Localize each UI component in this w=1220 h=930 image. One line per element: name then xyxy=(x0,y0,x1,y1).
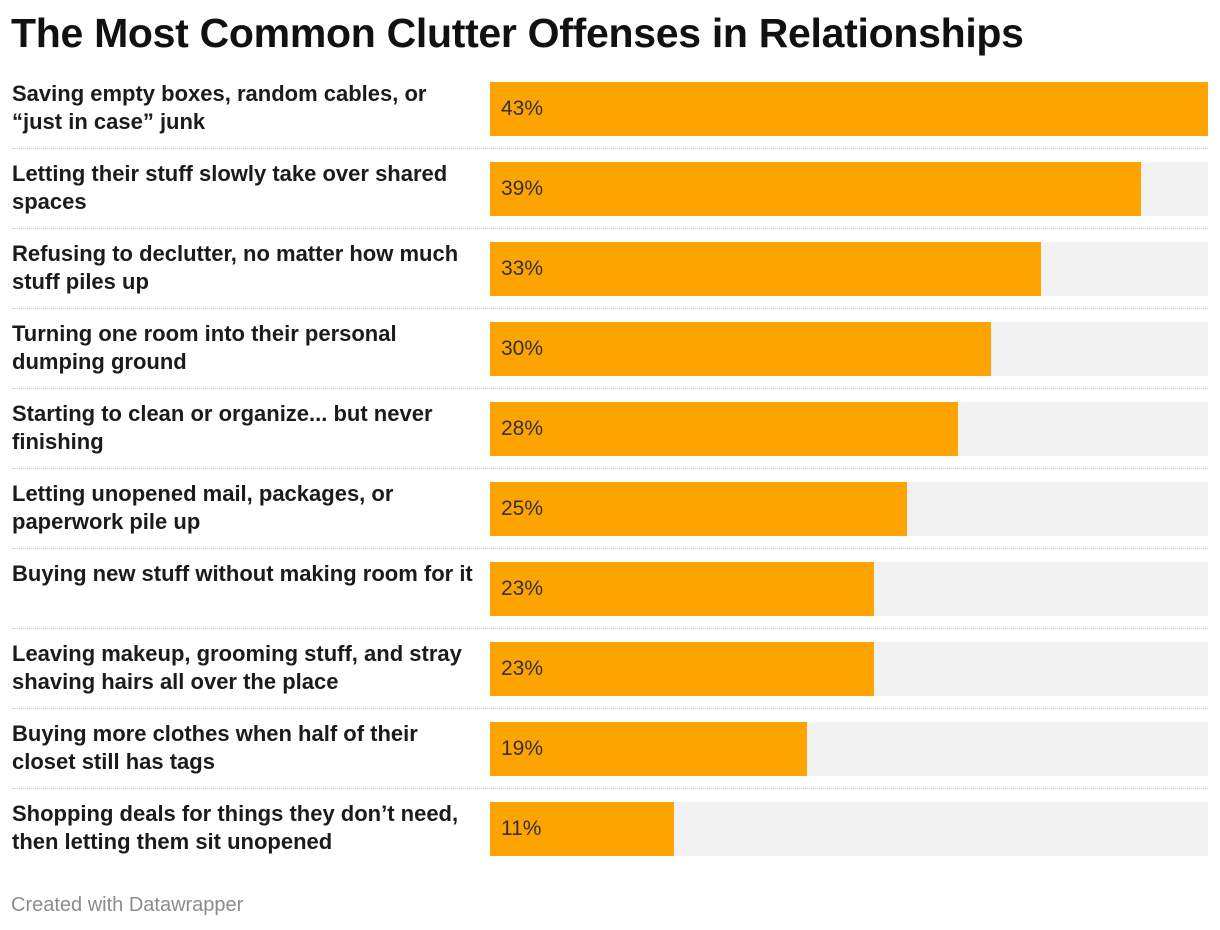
row-divider xyxy=(12,708,1208,709)
row-divider xyxy=(12,548,1208,549)
category-label: Shopping deals for things they don’t nee… xyxy=(12,801,459,854)
bar xyxy=(490,802,674,856)
bar xyxy=(490,722,807,776)
value-label: 11% xyxy=(501,817,542,840)
value-label: 23% xyxy=(501,657,544,680)
bar-row: Letting unopened mail, packages, or pape… xyxy=(0,470,1220,550)
bar-row: Starting to clean or organize... but nev… xyxy=(0,390,1220,470)
category-label: Leaving makeup, grooming stuff, and stra… xyxy=(12,641,462,694)
footer-credit[interactable]: Created with Datawrapper xyxy=(11,894,244,916)
bar-track: 11% xyxy=(490,802,1208,856)
category-label: Buying new stuff without making room for… xyxy=(12,561,473,586)
value-label: 33% xyxy=(501,257,544,280)
row-divider xyxy=(12,388,1208,389)
bar-row: Buying more clothes when half of their c… xyxy=(0,710,1220,790)
category-label: Saving empty boxes, random cables, or “j… xyxy=(12,81,427,134)
bar xyxy=(490,322,991,376)
bar-track: 23% xyxy=(490,562,1208,616)
row-divider xyxy=(12,228,1208,229)
bar xyxy=(490,562,874,616)
category-label: Starting to clean or organize... but nev… xyxy=(12,401,433,454)
bar-row: Leaving makeup, grooming stuff, and stra… xyxy=(0,630,1220,710)
category-label: Letting their stuff slowly take over sha… xyxy=(12,161,448,214)
bar xyxy=(490,482,907,536)
bar xyxy=(490,642,874,696)
bar-row: Shopping deals for things they don’t nee… xyxy=(0,790,1220,870)
bar-track: 43% xyxy=(490,82,1208,136)
value-label: 43% xyxy=(501,97,544,120)
bar-track: 28% xyxy=(490,402,1208,456)
bar-track: 33% xyxy=(490,242,1208,296)
value-label: 39% xyxy=(501,177,544,200)
bar-track: 19% xyxy=(490,722,1208,776)
value-label: 25% xyxy=(501,497,544,520)
bar-track: 23% xyxy=(490,642,1208,696)
bar xyxy=(490,82,1208,136)
value-label: 30% xyxy=(501,337,544,360)
bar-row: Letting their stuff slowly take over sha… xyxy=(0,150,1220,230)
value-label: 19% xyxy=(501,737,544,760)
bar-track: 30% xyxy=(490,322,1208,376)
category-label: Refusing to declutter, no matter how muc… xyxy=(12,241,459,294)
bar-track: 25% xyxy=(490,482,1208,536)
row-divider xyxy=(12,468,1208,469)
chart-title: The Most Common Clutter Offenses in Rela… xyxy=(11,10,1024,56)
bar-row: Buying new stuff without making room for… xyxy=(0,550,1220,630)
row-divider xyxy=(12,308,1208,309)
row-divider xyxy=(12,148,1208,149)
row-divider xyxy=(12,628,1208,629)
bar xyxy=(490,402,958,456)
bar-row: Saving empty boxes, random cables, or “j… xyxy=(0,70,1220,150)
bar-row: Turning one room into their personal dum… xyxy=(0,310,1220,390)
value-label: 23% xyxy=(501,577,544,600)
category-label: Buying more clothes when half of their c… xyxy=(12,721,418,774)
bar xyxy=(490,242,1041,296)
bar-row: Refusing to declutter, no matter how muc… xyxy=(0,230,1220,310)
bar-track: 39% xyxy=(490,162,1208,216)
value-label: 28% xyxy=(501,417,544,440)
category-label: Turning one room into their personal dum… xyxy=(12,321,397,374)
bar xyxy=(490,162,1141,216)
row-divider xyxy=(12,788,1208,789)
category-label: Letting unopened mail, packages, or pape… xyxy=(12,481,394,534)
